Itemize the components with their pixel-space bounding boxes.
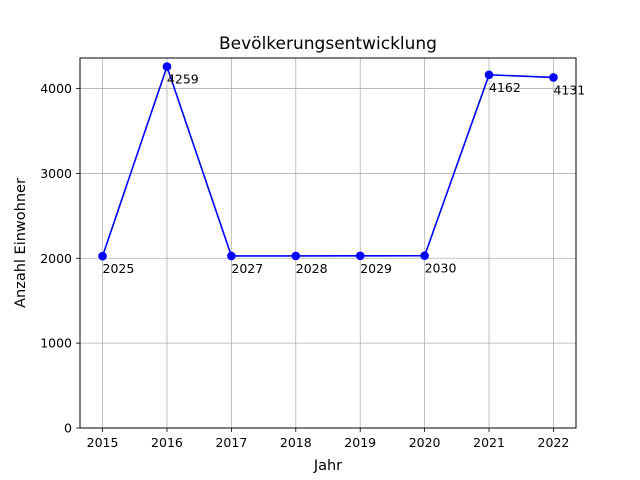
data-point: [420, 251, 429, 261]
x-tick-label: 2018: [280, 435, 312, 450]
data-label: 4131: [553, 82, 585, 97]
x-tick-label: 2020: [409, 435, 441, 450]
x-tick-label: 2019: [344, 435, 376, 450]
data-point: [98, 251, 107, 261]
series: [98, 62, 558, 261]
x-axis-label: Jahr: [313, 458, 342, 474]
y-axis-ticks: 0 1000 2000 3000 4000: [40, 81, 80, 436]
y-tick-label: 1000: [40, 336, 72, 351]
data-label: 2028: [296, 261, 328, 276]
x-tick-label: 2016: [151, 435, 183, 450]
y-tick-label: 4000: [40, 81, 72, 96]
data-point: [484, 70, 494, 80]
data-label: 2030: [425, 261, 457, 276]
data-label: 2025: [103, 261, 135, 276]
data-label: 2029: [360, 261, 392, 276]
data-point: [549, 73, 558, 82]
x-tick-label: 2022: [538, 435, 570, 450]
data-label: 2027: [231, 261, 263, 276]
y-tick-label: 2000: [40, 251, 72, 266]
series-line: [101, 64, 554, 257]
chart-title: Bevölkerungsentwicklung: [219, 34, 437, 54]
y-tick-label: 0: [64, 421, 72, 436]
grid: [80, 58, 576, 429]
data-point: [227, 251, 236, 261]
x-axis-ticks: 2015 2016 2017 2018 2019 2020 2021 2022: [87, 428, 570, 450]
data-point: [355, 251, 365, 261]
x-tick-label: 2015: [87, 435, 119, 450]
y-tick-label: 3000: [40, 166, 72, 181]
data-label: 4162: [489, 80, 521, 95]
data-label: 4259: [167, 72, 199, 87]
plot-frame: [79, 57, 577, 429]
data-point: [291, 251, 301, 261]
data-point: [162, 62, 172, 71]
x-tick-label: 2021: [473, 435, 505, 450]
y-axis-label: Anzahl Einwohner: [13, 178, 29, 308]
x-tick-label: 2017: [215, 435, 247, 450]
data-labels: 2025 4259 2027 2028 2029 2030 4162 4131: [103, 72, 586, 277]
